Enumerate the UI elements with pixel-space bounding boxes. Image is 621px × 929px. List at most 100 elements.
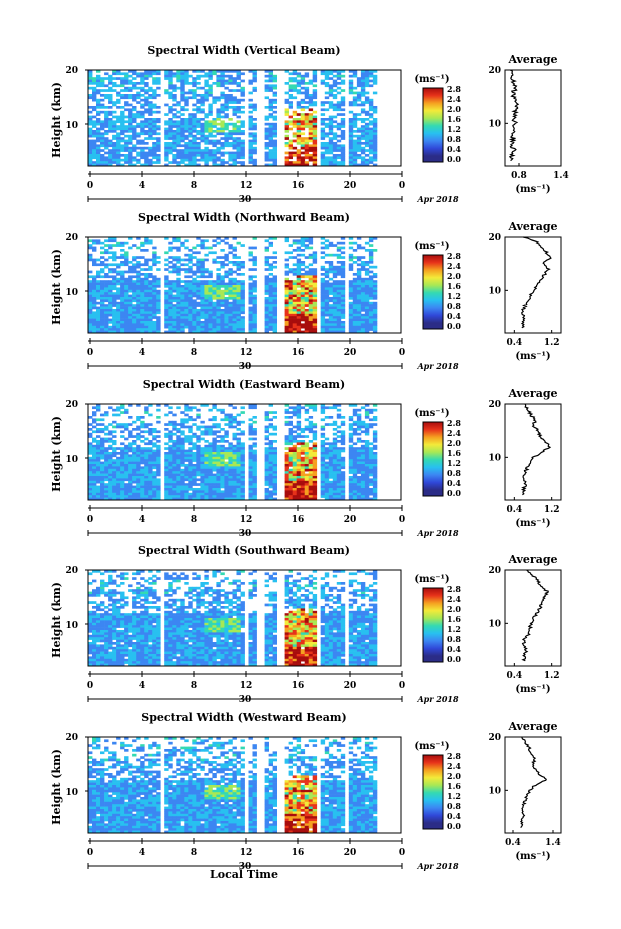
heatmap-cell (196, 285, 201, 288)
heatmap-cell (272, 301, 277, 305)
heatmap-cell (320, 285, 326, 288)
heatmap-cell (148, 449, 153, 453)
heatmap-cell (180, 299, 185, 303)
heatmap-cell (136, 158, 141, 162)
heatmap-cell (340, 158, 346, 162)
heatmap-cell (332, 449, 338, 453)
heatmap-cell (324, 253, 330, 257)
heatmap-cell (356, 273, 362, 276)
heatmap-cell (284, 265, 289, 269)
heatmap-cell (312, 425, 318, 429)
heatmap-cell (372, 149, 378, 152)
heatmap-cell (136, 263, 141, 267)
heatmap-cell (208, 304, 213, 307)
heatmap-cell (112, 301, 117, 305)
heatmap-cell (168, 423, 173, 426)
heatmap-cell (308, 263, 314, 267)
heatmap-cell (128, 246, 133, 250)
heatmap-cell (92, 122, 97, 126)
heatmap-cell (208, 297, 213, 300)
heatmap-cell (196, 437, 201, 441)
heatmap-cell (104, 113, 109, 116)
heatmap-cell (88, 435, 93, 438)
heatmap-cell (132, 77, 137, 80)
heatmap-cell (252, 404, 257, 407)
heatmap-cell (196, 98, 201, 102)
heatmap-cell (208, 273, 213, 276)
heatmap-cell (360, 316, 366, 319)
heatmap-cell (228, 313, 233, 317)
heatmap-cell (292, 304, 298, 307)
heatmap-cell (144, 430, 149, 434)
heatmap-cell (172, 299, 177, 303)
heatmap-cell (164, 452, 169, 455)
heatmap-cell (336, 241, 342, 245)
heatmap-cell (176, 301, 181, 305)
heatmap-cell (352, 432, 358, 436)
heatmap-cell (96, 428, 101, 431)
heatmap-cell (272, 471, 277, 474)
heatmap-cell (332, 84, 338, 88)
heatmap-cell (292, 311, 298, 315)
heatmap-cell (140, 299, 145, 303)
heatmap-cell (116, 270, 121, 274)
heatmap-cell (132, 330, 137, 334)
heatmap-cell (296, 270, 302, 274)
heatmap-cell (164, 468, 169, 472)
heatmap-cell (132, 134, 137, 138)
heatmap-cell (204, 96, 209, 100)
heatmap-cell (336, 330, 342, 334)
heatmap-cell (100, 428, 105, 431)
heatmap-cell (284, 91, 289, 95)
heatmap-cell (268, 115, 273, 119)
heatmap-cell (124, 309, 129, 312)
heatmap-cell (104, 473, 109, 477)
heatmap-cell (108, 156, 113, 160)
heatmap-cell (308, 113, 314, 116)
heatmap-cell (220, 125, 225, 128)
heatmap-cell (200, 311, 205, 315)
heatmap-cell (360, 142, 366, 145)
heatmap-cell (208, 91, 213, 95)
heatmap-cell (308, 280, 314, 283)
heatmap-cell (252, 89, 257, 92)
time-tick-label: 0 (399, 181, 405, 191)
heatmap-cell (108, 74, 113, 78)
heatmap-cell (224, 461, 229, 465)
heatmap-cell (360, 130, 366, 133)
heatmap-cell (364, 125, 370, 128)
heatmap-cell (120, 253, 125, 257)
heatmap-cell (300, 309, 306, 312)
heatmap-cell (304, 139, 310, 143)
heatmap-cell (356, 163, 362, 167)
heatmap-cell (292, 330, 298, 334)
heatmap-cell (340, 122, 346, 126)
heatmap-cell (112, 471, 117, 474)
heatmap-cell (108, 79, 113, 83)
heatmap-cell (168, 132, 173, 136)
heatmap-cell (368, 84, 374, 88)
heatmap-cell (352, 113, 358, 116)
heatmap-cell (136, 94, 141, 97)
heatmap-cell (296, 158, 302, 162)
heatmap-cell (196, 452, 201, 455)
heatmap-cell (336, 304, 342, 307)
heatmap-cell (200, 94, 205, 97)
heatmap-cell (132, 420, 137, 424)
heatmap-cell (300, 304, 306, 307)
heatmap-cell (372, 163, 378, 167)
heatmap-cell (144, 313, 149, 317)
heatmap-cell (212, 404, 217, 407)
heatmap-cell (236, 139, 241, 143)
heatmap-cell (348, 149, 354, 152)
heatmap-cell (364, 261, 370, 264)
heatmap-cell (128, 456, 133, 460)
heatmap-cell (220, 94, 225, 97)
heatmap-cell (332, 244, 338, 247)
heatmap-cell (288, 297, 293, 300)
heatmap-cell (268, 328, 273, 331)
heatmap-cell (168, 149, 173, 152)
heatmap-cell (164, 459, 169, 462)
heatmap-cell (100, 106, 105, 109)
